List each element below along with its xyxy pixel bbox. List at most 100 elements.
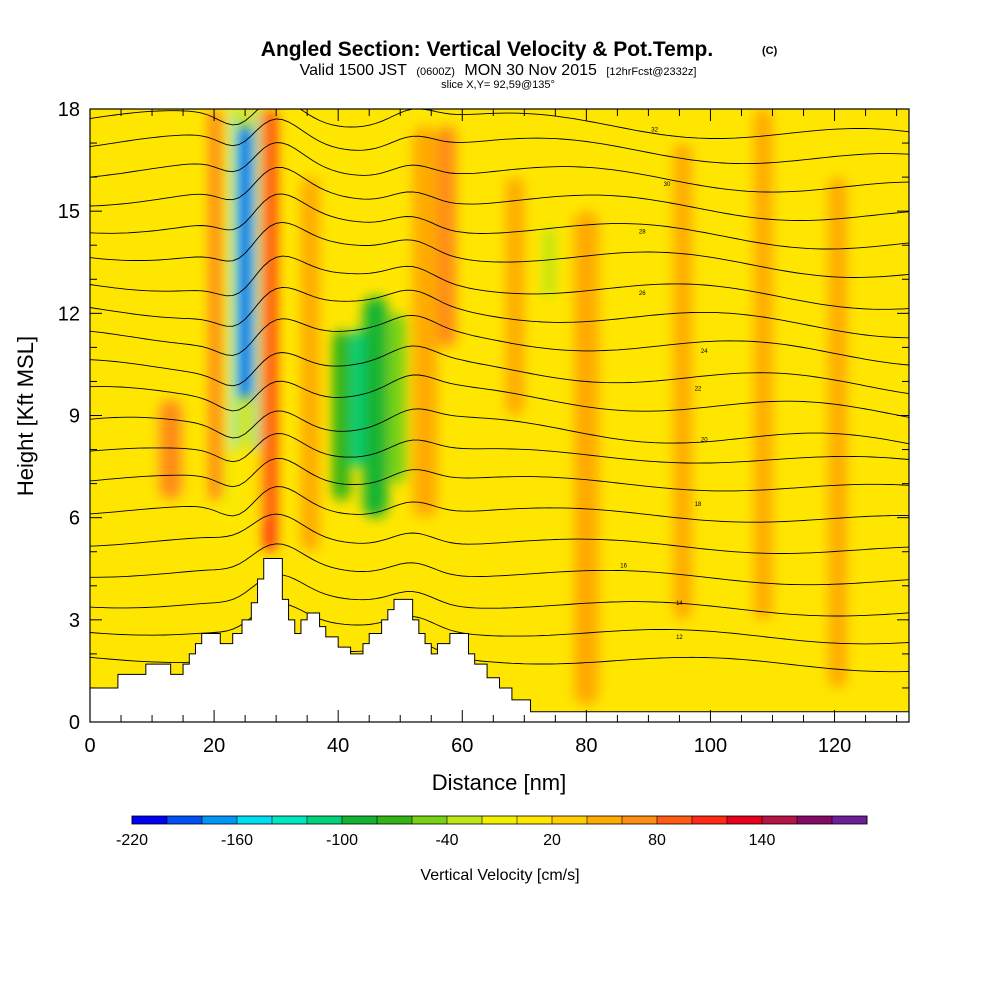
colorbar-swatch-5	[307, 816, 343, 824]
isentrope-label-7: 26	[639, 291, 646, 297]
velocity-cell-3	[223, 109, 233, 518]
colorbar-tick-label: -100	[326, 832, 358, 849]
subtitle-valid: Valid 1500 JST	[300, 62, 408, 79]
isentrope-labels: 12 14 16 18 20 22 24 26 28 30 32	[620, 127, 708, 640]
velocity-cell-15	[437, 126, 457, 348]
colorbar: -220 -160 -100 -40 20 80 140	[116, 815, 868, 849]
isentrope-label-5: 22	[695, 386, 702, 392]
chart-subtitle: Valid 1500 JST (0600Z) MON 30 Nov 2015 […	[300, 62, 697, 79]
isentrope-label-1: 14	[676, 601, 683, 607]
velocity-cell-21	[828, 177, 847, 688]
isentrope-label-9: 30	[664, 182, 671, 188]
velocity-cell-11	[350, 330, 363, 467]
velocity-cell-18	[573, 211, 599, 705]
isentrope-line-15	[90, 193, 909, 250]
velocity-cell-17	[542, 228, 556, 297]
colorbar-swatch-2	[202, 816, 238, 824]
velocity-cell-20	[753, 109, 773, 620]
velocity-field	[114, 109, 847, 705]
colorbar-tick-label: -160	[221, 832, 253, 849]
subtitle-date: MON 30 Nov 2015	[464, 62, 597, 79]
velocity-cell-19	[673, 143, 692, 620]
isentrope-line-2	[90, 574, 909, 617]
isentrope-line-18	[90, 118, 909, 165]
colorbar-swatch-11	[517, 816, 553, 824]
colorbar-swatch-7	[377, 816, 413, 824]
isentrope-line-8	[90, 408, 909, 445]
y-tick-label: 18	[58, 99, 80, 121]
colorbar-swatch-9	[447, 816, 483, 824]
terrain	[90, 558, 909, 722]
y-tick-label: 6	[69, 508, 80, 530]
chart-title-suffix: (C)	[762, 45, 778, 57]
isentrope-line-16	[90, 167, 909, 221]
colorbar-tick-label: 80	[648, 832, 666, 849]
colorbar-swatch-18	[762, 816, 798, 824]
isentrope-line-7	[90, 433, 909, 464]
colorbar-swatch-4	[272, 816, 308, 824]
colorbar-tick-label: 20	[543, 832, 561, 849]
x-tick-label: 60	[451, 735, 473, 757]
velocity-cell-14	[412, 126, 438, 518]
colorbar-swatch-13	[587, 816, 623, 824]
colorbar-swatch-14	[622, 816, 658, 824]
isentrope-label-3: 18	[695, 502, 702, 508]
colorbar-swatch-19	[797, 816, 833, 824]
subtitle-fcst: [12hrFcst@2332z]	[606, 66, 696, 78]
isentrope-line-17	[90, 142, 909, 193]
velocity-cell-5	[238, 126, 252, 399]
colorbar-tick-label: -40	[435, 832, 458, 849]
y-tick-label: 9	[69, 406, 80, 428]
colorbar-swatch-8	[412, 816, 448, 824]
isentrope-label-0: 12	[676, 635, 683, 641]
subtitle-zulu: (0600Z)	[416, 66, 455, 78]
velocity-cell-12	[363, 296, 388, 518]
x-tick-label: 40	[327, 735, 349, 757]
isentrope-line-14	[90, 221, 909, 278]
colorbar-swatch-0	[132, 816, 168, 824]
isentrope-line-3	[90, 543, 909, 586]
x-axis-title: Distance [nm]	[432, 770, 567, 795]
velocity-cell-4	[232, 109, 239, 450]
velocity-cell-13	[387, 313, 407, 484]
colorbar-swatch-20	[832, 816, 868, 824]
colorbar-swatch-3	[237, 816, 273, 824]
chart-title: Angled Section: Vertical Velocity & Pot.…	[261, 38, 713, 61]
isentrope-line-13	[90, 255, 909, 310]
isentrope-line-4	[90, 513, 909, 554]
colorbar-title: Vertical Velocity [cm/s]	[420, 867, 579, 884]
colorbar-swatch-15	[657, 816, 693, 824]
x-tick-label: 120	[818, 735, 851, 757]
isentrope-line-12	[90, 286, 909, 339]
isentrope-line-11	[90, 314, 909, 366]
y-tick-label: 12	[58, 303, 80, 325]
colorbar-tick-label: -220	[116, 832, 148, 849]
colorbar-swatch-1	[167, 816, 203, 824]
slice-label: slice X,Y= 92,59@135°	[441, 79, 555, 91]
x-tick-label: 80	[575, 735, 597, 757]
colorbar-swatch-16	[692, 816, 728, 824]
isentrope-line-10	[90, 345, 909, 395]
colorbar-swatch-17	[727, 816, 763, 824]
axis-ticks: 0 20 40 60 80 100 120 0 3 6 9 12 15 18	[58, 99, 909, 757]
isentrope-lines	[90, 109, 909, 673]
isentrope-label-8: 28	[639, 230, 646, 236]
y-tick-label: 0	[69, 712, 80, 734]
plot-area: 12 14 16 18 20 22 24 26 28 30 32	[90, 109, 909, 722]
x-tick-label: 100	[694, 735, 727, 757]
colorbar-swatch-10	[482, 816, 518, 824]
colorbar-tick-label: 140	[749, 832, 776, 849]
colorbar-swatch-12	[552, 816, 588, 824]
x-tick-label: 20	[203, 735, 225, 757]
isentrope-line-5	[90, 486, 909, 523]
isentrope-label-10: 32	[651, 127, 658, 133]
isentrope-label-6: 24	[701, 349, 708, 355]
velocity-cell-0	[114, 109, 202, 671]
velocity-cell-8	[263, 109, 277, 552]
velocity-cell-1	[158, 398, 184, 501]
colorbar-swatch-6	[342, 816, 378, 824]
velocity-cell-7	[257, 109, 264, 518]
isentrope-label-2: 16	[620, 563, 627, 569]
x-tick-label: 0	[84, 735, 95, 757]
